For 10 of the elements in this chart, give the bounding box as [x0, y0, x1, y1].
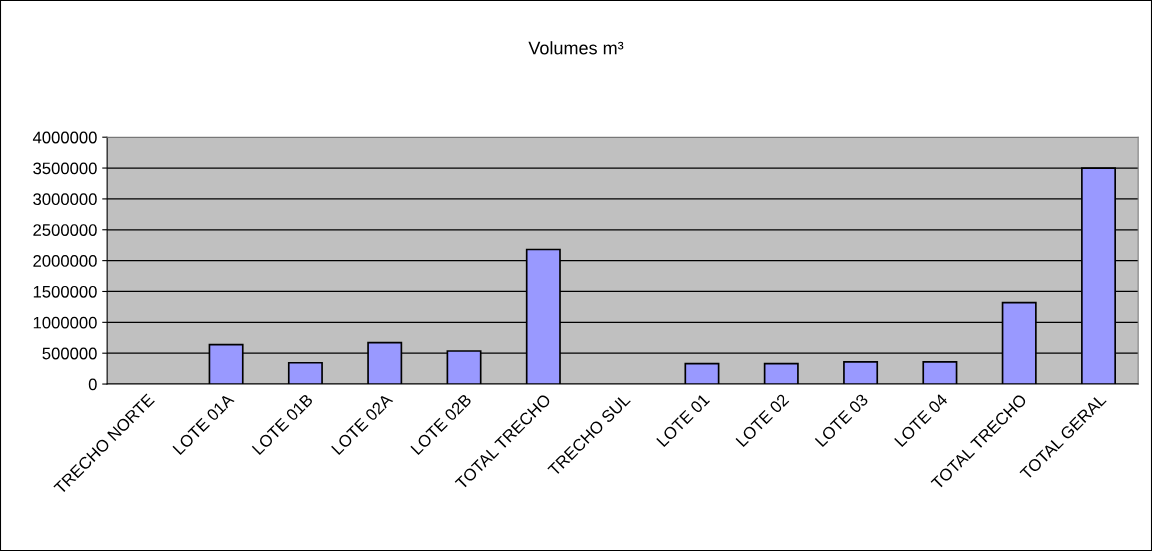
y-tick-label: 0 [88, 378, 97, 391]
y-tick-label: 3500000 [33, 162, 97, 175]
y-tick-label: 2000000 [33, 255, 97, 267]
y-tick-label: 2500000 [33, 224, 97, 236]
y-tick-label: 1000000 [33, 316, 97, 329]
y-tick-label: 4000000 [32, 131, 97, 144]
chart-title: Volumes m³ [528, 41, 624, 55]
y-tick-label: 1500000 [33, 285, 97, 298]
y-tick-label: 500000 [42, 347, 97, 360]
y-tick-label: 3000000 [33, 193, 97, 206]
